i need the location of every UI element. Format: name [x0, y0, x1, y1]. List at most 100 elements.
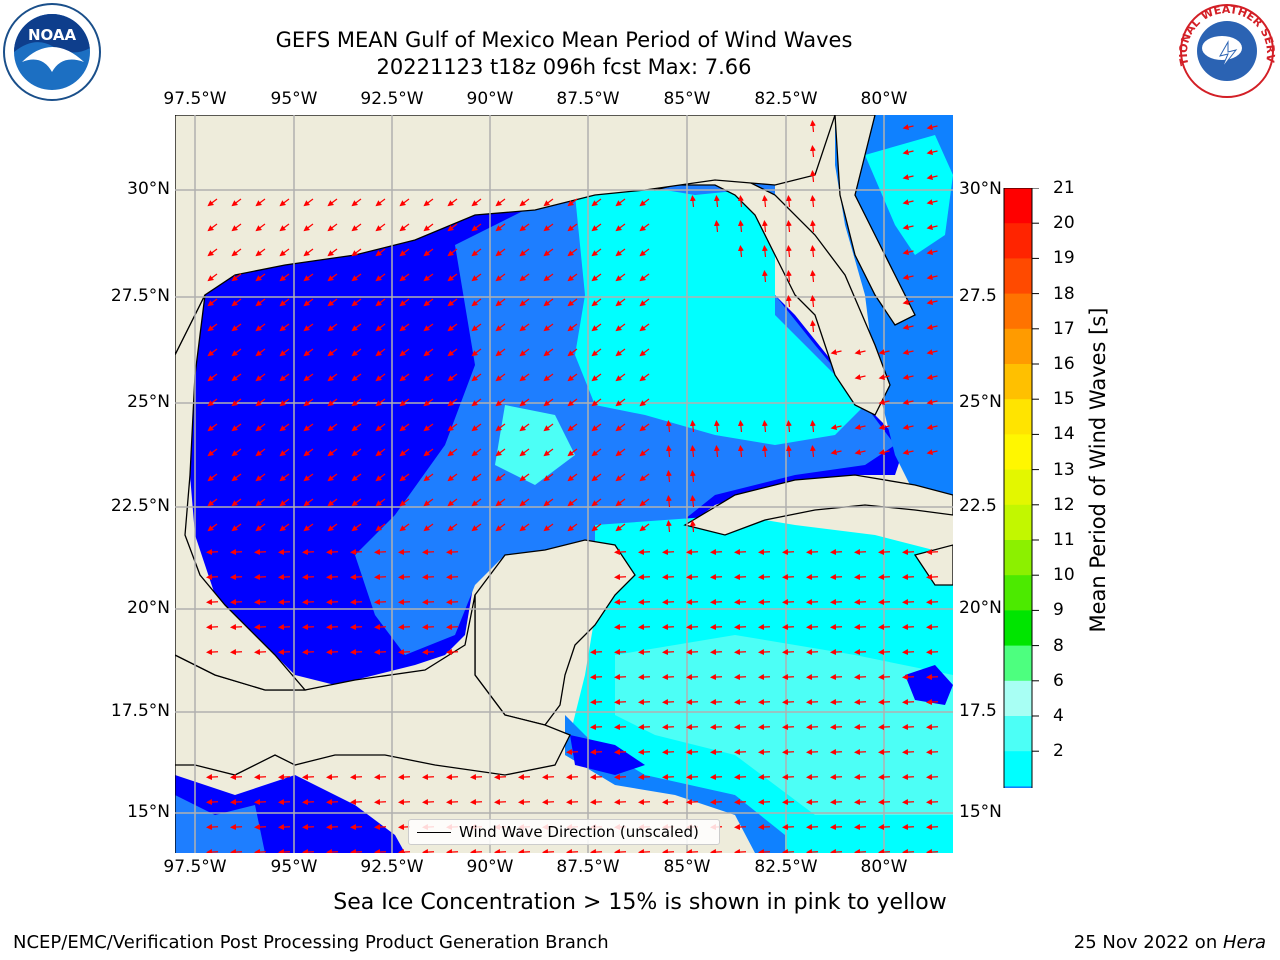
wind-wave-arrow — [471, 198, 482, 207]
wind-wave-arrow — [782, 724, 795, 731]
wind-wave-arrow — [806, 849, 819, 853]
colorbar-segment — [1004, 258, 1032, 295]
wind-wave-arrow — [303, 248, 314, 257]
colorbar-tick-label: 17 — [1053, 318, 1075, 339]
wind-wave-arrow — [737, 245, 744, 258]
colorbar-tick-label: 4 — [1053, 706, 1064, 726]
wind-wave-arrow — [615, 473, 626, 482]
wind-wave-arrow — [374, 824, 387, 831]
wind-wave-arrow — [519, 298, 530, 307]
mexico-west-land — [175, 294, 307, 691]
wind-wave-arrow — [662, 699, 675, 706]
wind-wave-arrow — [519, 248, 530, 257]
wind-wave-arrow — [782, 624, 795, 631]
wind-wave-arrow — [926, 399, 938, 406]
wind-wave-arrow — [758, 724, 771, 731]
wind-wave-arrow — [399, 248, 410, 257]
wind-wave-arrow — [830, 449, 842, 456]
wind-wave-arrow — [902, 449, 914, 456]
wind-wave-arrow — [255, 373, 266, 382]
wind-wave-arrow — [471, 373, 482, 382]
wind-wave-arrow — [809, 445, 816, 458]
wind-wave-arrow — [447, 248, 458, 257]
wind-wave-arrow — [734, 749, 747, 756]
wind-wave-arrow — [207, 273, 218, 282]
wind-wave-arrow — [207, 423, 218, 432]
wind-wave-arrow — [255, 323, 266, 332]
wind-wave-arrow — [279, 373, 290, 382]
wind-wave-arrow — [806, 724, 819, 731]
sea-ice-note: Sea Ice Concentration > 15% is shown in … — [333, 890, 947, 915]
wind-wave-arrow — [785, 220, 792, 233]
wind-wave-arrow — [806, 674, 819, 681]
wind-wave-arrow — [446, 624, 459, 631]
wind-wave-arrow — [638, 849, 651, 853]
wind-wave-arrow — [614, 799, 627, 806]
wind-wave-arrow — [351, 298, 362, 307]
lat-tick-label-right: 15°N — [959, 802, 1002, 822]
wind-wave-arrow — [471, 473, 482, 482]
wind-wave-arrow — [254, 774, 267, 781]
wind-wave-arrow — [423, 323, 434, 332]
wind-wave-arrow — [878, 549, 891, 556]
lat-tick-label-left: 17.5°N — [110, 701, 170, 721]
wind-wave-arrow — [398, 849, 411, 853]
wind-wave-arrow — [830, 574, 843, 581]
wind-wave-arrow — [206, 774, 219, 781]
wind-wave-arrow — [615, 398, 626, 407]
wind-wave-arrow — [639, 198, 650, 207]
wind-wave-arrow — [902, 824, 915, 831]
wind-wave-arrow — [423, 523, 434, 532]
wind-wave-arrow — [327, 323, 338, 332]
wind-wave-arrow — [638, 649, 651, 656]
wind-wave-arrow — [398, 624, 411, 631]
wind-wave-arrow — [446, 574, 459, 581]
wind-wave-arrow — [255, 448, 266, 457]
wind-wave-arrow — [447, 423, 458, 432]
wind-wave-arrow — [303, 498, 314, 507]
wind-wave-arrow — [423, 198, 434, 207]
wind-wave-arrow — [302, 574, 315, 581]
wind-wave-arrow — [230, 624, 243, 631]
wind-wave-arrow — [902, 174, 914, 181]
lon-tick-label-top: 80°W — [860, 89, 908, 109]
wind-wave-arrow — [351, 223, 362, 232]
wind-wave-arrow — [830, 724, 843, 731]
wind-wave-arrow — [830, 699, 843, 706]
wind-wave-arrow — [830, 774, 843, 781]
wind-wave-arrow — [350, 824, 363, 831]
wind-wave-arrow — [758, 824, 771, 831]
wind-wave-arrow — [471, 323, 482, 332]
wind-wave-arrow — [567, 448, 578, 457]
wind-wave-arrow — [470, 799, 483, 806]
colorbar-segment — [1004, 575, 1032, 611]
wind-wave-arrow — [375, 473, 386, 482]
wind-wave-arrow — [809, 170, 816, 183]
wind-wave-arrow — [326, 799, 339, 806]
wind-wave-arrow — [639, 398, 650, 407]
wind-wave-arrow — [710, 849, 723, 853]
wind-wave-arrow — [809, 270, 816, 283]
wind-wave-arrow — [519, 223, 530, 232]
wind-wave-arrow — [351, 348, 362, 357]
wind-wave-arrow — [375, 523, 386, 532]
wind-wave-arrow — [495, 498, 506, 507]
wind-wave-arrow — [809, 320, 816, 333]
wind-wave-arrow — [207, 473, 218, 482]
wind-wave-arrow — [902, 374, 914, 381]
lon-tick-label-bottom: 85°W — [663, 857, 711, 877]
wind-wave-arrow — [854, 849, 867, 853]
wind-wave-arrow — [926, 299, 938, 306]
wind-wave-arrow — [278, 774, 291, 781]
wind-wave-arrow — [374, 599, 387, 606]
wind-wave-arrow — [806, 774, 819, 781]
wind-wave-arrow — [231, 223, 242, 232]
wind-wave-arrow — [543, 423, 554, 432]
wind-wave-arrow — [254, 549, 267, 556]
pacific-water-blue — [175, 795, 265, 853]
florida-north-land — [834, 115, 916, 326]
legend-label: Wind Wave Direction (unscaled) — [459, 823, 699, 841]
wind-wave-arrow — [302, 824, 315, 831]
wind-wave-arrow — [327, 248, 338, 257]
wind-wave-arrow — [398, 599, 411, 606]
